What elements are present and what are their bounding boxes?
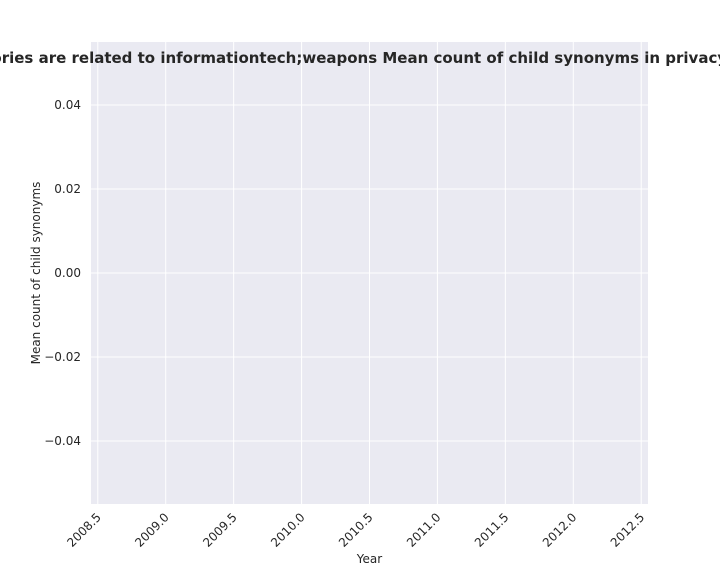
y-tick-labels: 0.04 0.02 0.00 −0.02 −0.04: [44, 98, 81, 448]
x-tick-label: 2012.0: [540, 510, 580, 550]
y-tick-label: −0.02: [44, 350, 81, 364]
y-gridlines: [91, 104, 648, 442]
y-tick-label: 0.04: [54, 98, 81, 112]
x-tick-label: 2012.5: [608, 510, 648, 550]
x-tick-label: 2009.5: [200, 510, 240, 550]
y-tick-label: 0.00: [54, 266, 81, 280]
x-tick-labels: 2008.5 2009.0 2009.5 2010.0 2010.5 2011.0 2011…: [64, 510, 647, 550]
x-axis-label: Year: [356, 552, 382, 566]
y-tick-label: 0.02: [54, 182, 81, 196]
x-tick-label: 2010.0: [268, 510, 308, 550]
chart-title: Categories are related to informationtec…: [0, 49, 720, 67]
x-tick-label: 2011.0: [404, 510, 444, 550]
y-tick-label: −0.04: [44, 434, 81, 448]
x-tick-label: 2008.5: [64, 510, 104, 550]
x-tick-label: 2010.5: [336, 510, 376, 550]
x-tick-label: 2011.5: [472, 510, 512, 550]
x-tick-label: 2009.0: [132, 510, 172, 550]
y-axis-label: Mean count of child synonyms: [29, 182, 43, 365]
